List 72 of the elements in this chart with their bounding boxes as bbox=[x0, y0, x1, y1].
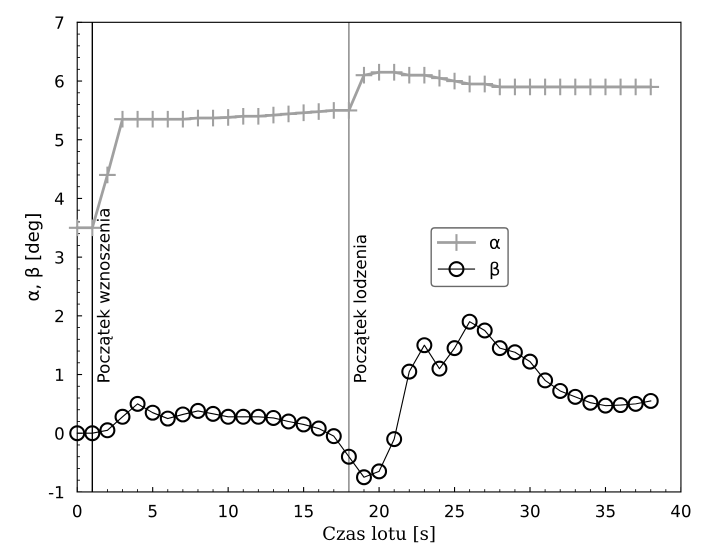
point bbox=[462, 314, 478, 330]
point bbox=[235, 408, 252, 425]
point bbox=[597, 398, 614, 414]
y-tick-label: 2 bbox=[55, 310, 64, 322]
point bbox=[250, 408, 266, 425]
legend-label: α bbox=[490, 238, 500, 250]
point bbox=[280, 413, 297, 430]
point bbox=[98, 166, 117, 184]
point bbox=[220, 408, 236, 425]
point bbox=[431, 360, 448, 377]
x-tick-label: 30 bbox=[520, 504, 540, 518]
x-tick-label: 25 bbox=[445, 504, 464, 518]
y-tick-label: -1 bbox=[48, 486, 64, 498]
point bbox=[522, 354, 538, 370]
point bbox=[445, 72, 464, 90]
point bbox=[340, 448, 357, 465]
x-axis-title: Czas lotu [s] bbox=[323, 526, 434, 542]
point bbox=[309, 102, 328, 121]
point bbox=[492, 340, 508, 356]
point bbox=[567, 388, 584, 405]
y-tick-label: 4 bbox=[54, 192, 64, 205]
point bbox=[265, 410, 282, 426]
legend-label: β bbox=[490, 262, 500, 280]
point bbox=[279, 104, 298, 124]
x-tick-label: 15 bbox=[294, 504, 313, 518]
point bbox=[310, 420, 327, 437]
ref-line-label: Początek lodzenia bbox=[353, 236, 370, 382]
point bbox=[356, 469, 372, 486]
point bbox=[294, 103, 313, 122]
point bbox=[401, 364, 418, 380]
point bbox=[371, 463, 388, 480]
point bbox=[476, 322, 493, 338]
point bbox=[114, 408, 130, 425]
point bbox=[160, 410, 176, 427]
point bbox=[506, 344, 523, 360]
x-tick-label: 0 bbox=[73, 504, 82, 518]
point bbox=[69, 425, 86, 442]
point bbox=[218, 108, 238, 127]
point bbox=[446, 340, 463, 356]
x-tick-label: 40 bbox=[671, 504, 690, 518]
y-tick-label: 1 bbox=[56, 368, 64, 381]
y-tick-label: 6 bbox=[55, 75, 64, 88]
y-tick-label: 0 bbox=[55, 427, 64, 440]
point bbox=[416, 337, 432, 354]
point bbox=[130, 396, 146, 412]
x-tick-label: 20 bbox=[370, 504, 389, 518]
point bbox=[628, 396, 644, 412]
point bbox=[582, 394, 598, 411]
point bbox=[84, 425, 100, 442]
y-tick-label: 7 bbox=[55, 16, 64, 29]
point bbox=[205, 406, 222, 422]
y-tick-label: 3 bbox=[55, 251, 64, 264]
point bbox=[354, 66, 374, 85]
point bbox=[264, 106, 283, 124]
x-tick-label: 5 bbox=[148, 504, 157, 518]
point bbox=[552, 382, 568, 399]
point bbox=[99, 422, 116, 438]
point bbox=[326, 428, 342, 444]
point bbox=[642, 392, 659, 409]
x-tick-label: 35 bbox=[596, 504, 615, 518]
point bbox=[537, 372, 554, 388]
y-tick-label: 5 bbox=[55, 134, 64, 146]
y-axis-title: α, β [deg] bbox=[24, 214, 43, 301]
point bbox=[190, 402, 206, 419]
point bbox=[296, 416, 312, 432]
point bbox=[144, 404, 161, 421]
x-tick-label: 10 bbox=[219, 504, 238, 518]
point bbox=[386, 431, 402, 448]
point bbox=[174, 406, 191, 422]
point bbox=[430, 68, 449, 88]
point bbox=[612, 397, 629, 414]
ref-line-label: Początek wznoszenia bbox=[96, 209, 113, 382]
